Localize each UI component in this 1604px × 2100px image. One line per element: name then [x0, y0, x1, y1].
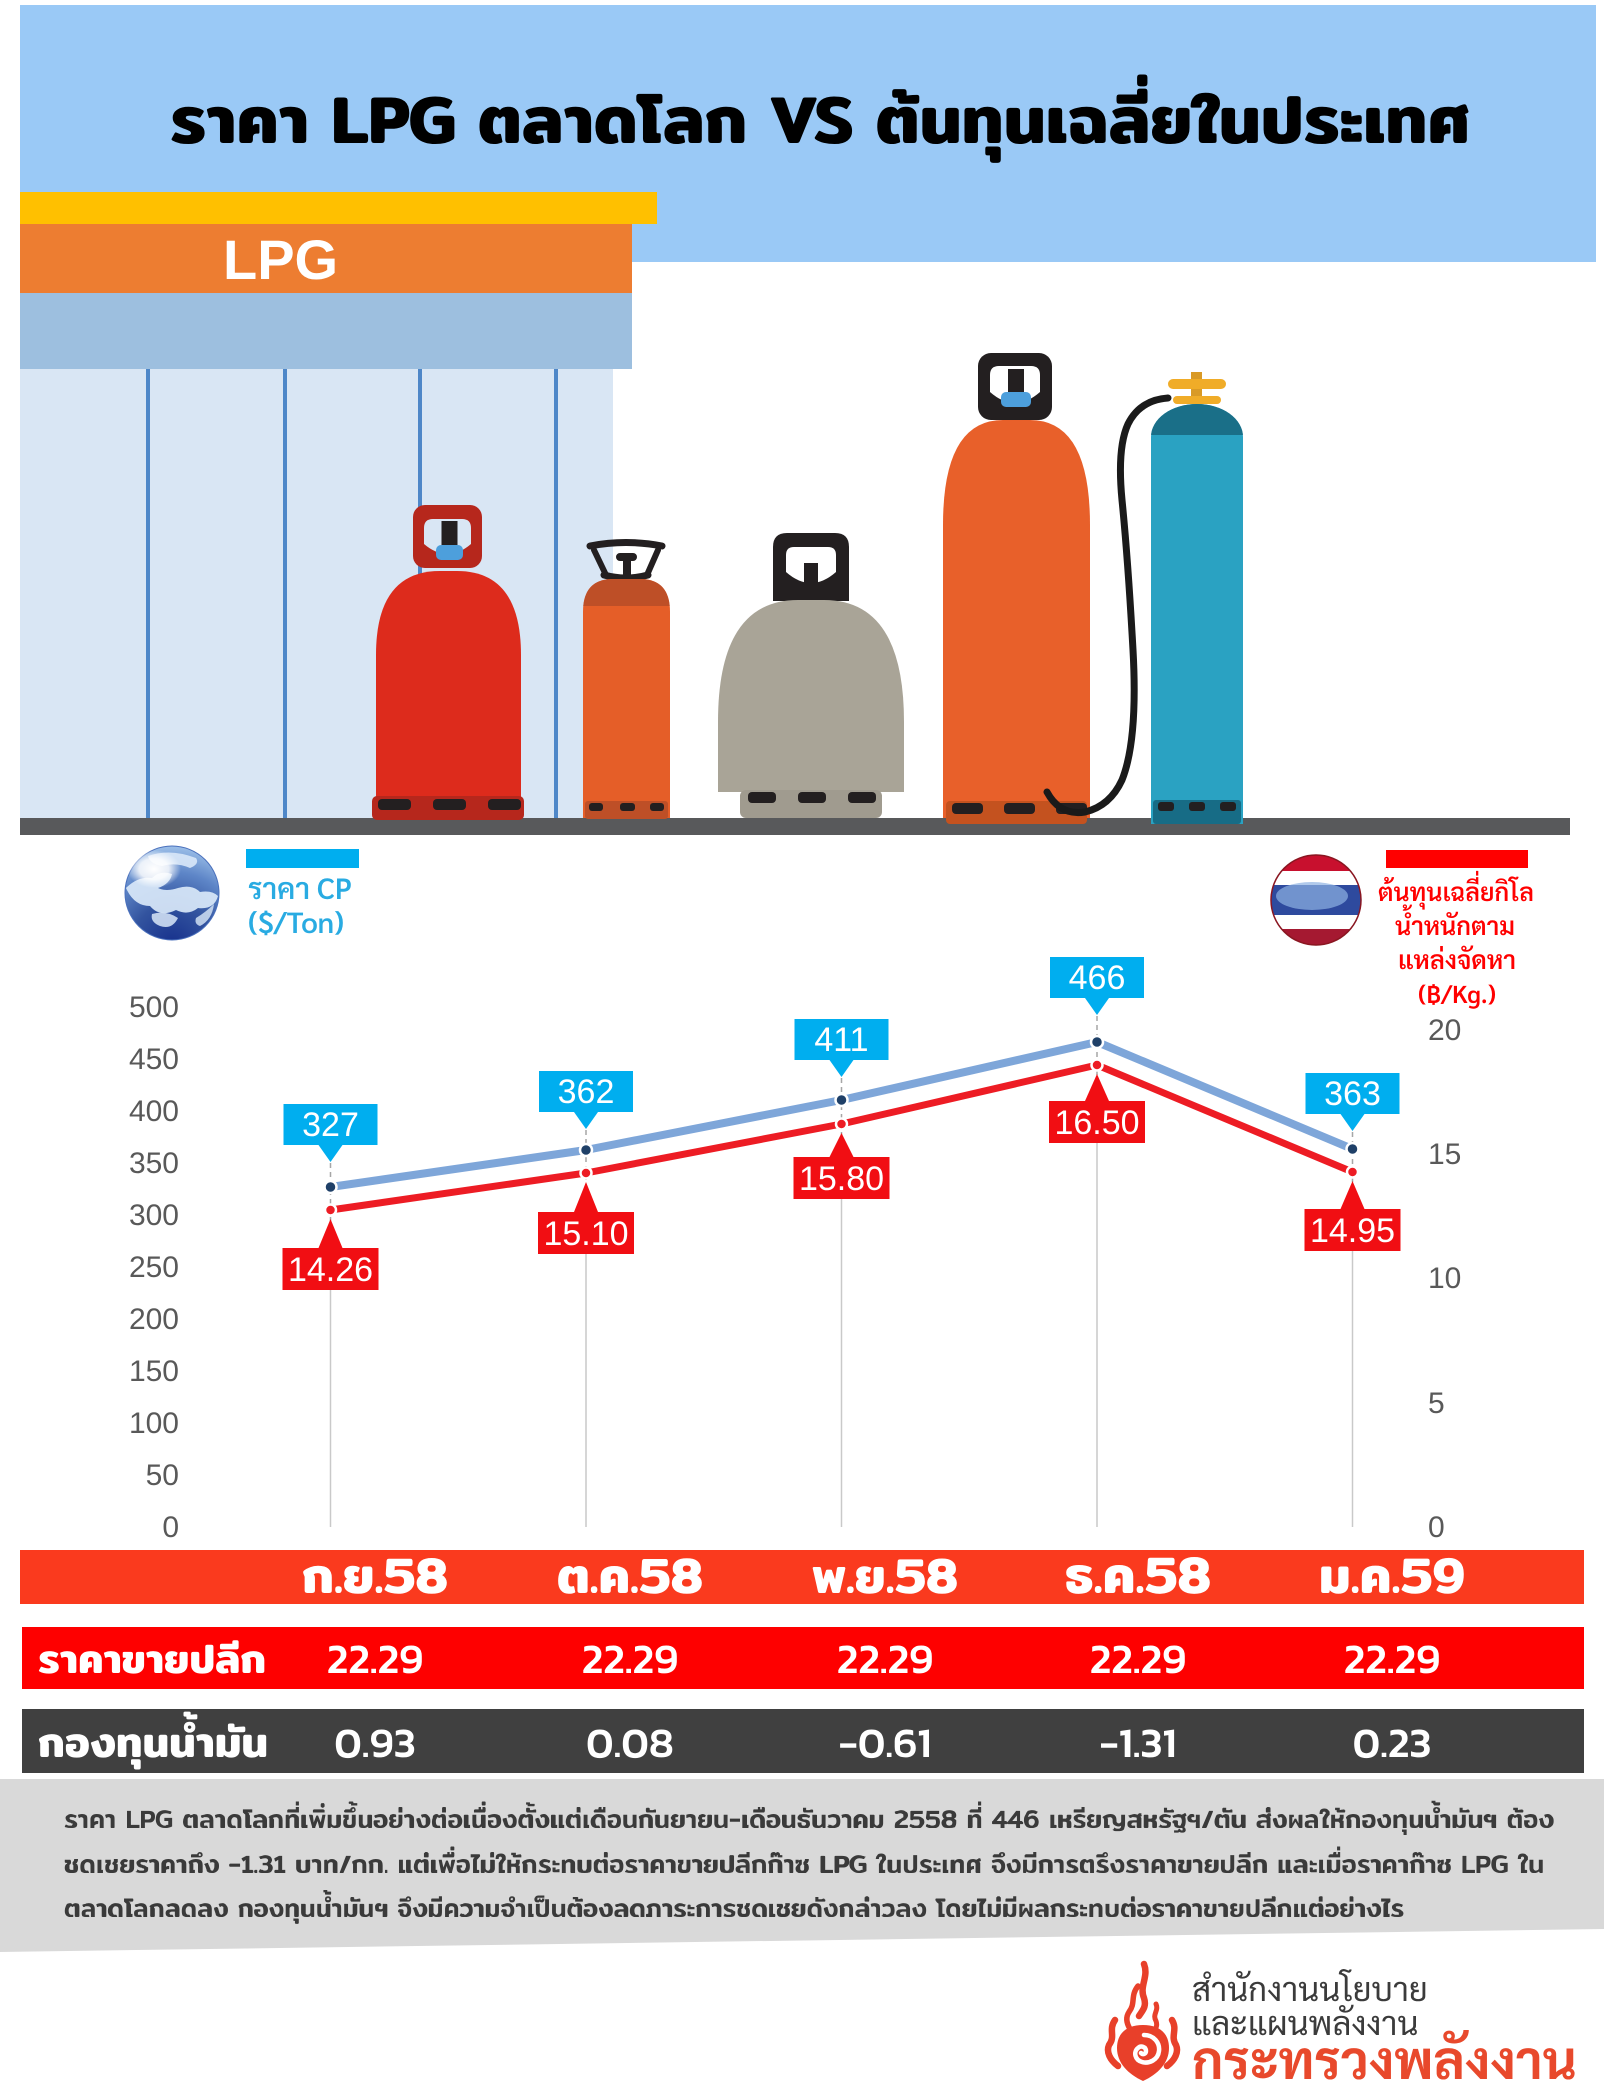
- svg-text:200: 200: [129, 1303, 179, 1336]
- svg-text:400: 400: [129, 1095, 179, 1128]
- svg-text:10: 10: [1428, 1262, 1461, 1295]
- svg-text:15.80: 15.80: [799, 1160, 884, 1198]
- svg-text:150: 150: [129, 1355, 179, 1388]
- svg-text:15.10: 15.10: [543, 1215, 628, 1253]
- svg-text:14.26: 14.26: [288, 1251, 373, 1289]
- svg-text:363: 363: [1324, 1075, 1381, 1113]
- svg-text:0: 0: [162, 1511, 179, 1544]
- svg-text:411: 411: [814, 1021, 868, 1059]
- svg-text:362: 362: [558, 1073, 615, 1111]
- svg-text:327: 327: [302, 1106, 359, 1144]
- svg-text:15: 15: [1428, 1138, 1461, 1171]
- svg-text:50: 50: [146, 1459, 179, 1492]
- svg-text:16.50: 16.50: [1054, 1104, 1139, 1142]
- svg-text:100: 100: [129, 1407, 179, 1440]
- svg-text:20: 20: [1428, 1014, 1461, 1047]
- svg-text:LPG: LPG: [223, 228, 338, 291]
- svg-text:250: 250: [129, 1251, 179, 1284]
- svg-text:466: 466: [1069, 959, 1126, 997]
- svg-text:350: 350: [129, 1147, 179, 1180]
- svg-text:500: 500: [129, 991, 179, 1024]
- svg-text:5: 5: [1428, 1387, 1445, 1420]
- svg-text:0: 0: [1428, 1511, 1445, 1544]
- svg-text:14.95: 14.95: [1310, 1212, 1395, 1250]
- svg-text:300: 300: [129, 1199, 179, 1232]
- svg-text:450: 450: [129, 1043, 179, 1076]
